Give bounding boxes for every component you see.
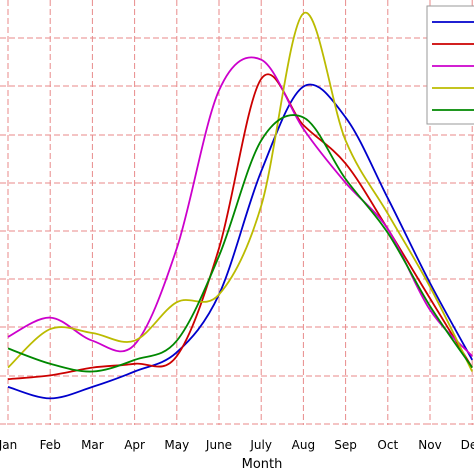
x-tick-label: Jan [0,438,17,452]
x-tick-label: Mar [81,438,104,452]
x-tick-label: Nov [418,438,441,452]
x-tick-label: June [205,438,232,452]
x-tick-label: Feb [40,438,61,452]
grid [0,0,474,425]
series-line-4 [7,11,474,372]
x-tick-label: Aug [292,438,315,452]
x-tick-label: Oct [377,438,398,452]
x-tick-label: May [164,438,189,452]
series-line-5 [7,114,473,373]
legend-box [426,5,474,125]
x-tick-label: Apr [124,438,145,452]
series-layer [7,11,474,400]
series-line-3 [7,56,473,357]
x-tick-label: Sep [334,438,357,452]
x-axis-ticks: Jan Feb Mar Apr May June July Aug Sep Oct Nov Dec [0,438,474,452]
legend [426,5,474,125]
series-line-1 [7,83,473,400]
x-tick-label: Dec [461,438,474,452]
x-tick-label: July [249,438,272,452]
x-axis-title: Month [242,457,283,472]
